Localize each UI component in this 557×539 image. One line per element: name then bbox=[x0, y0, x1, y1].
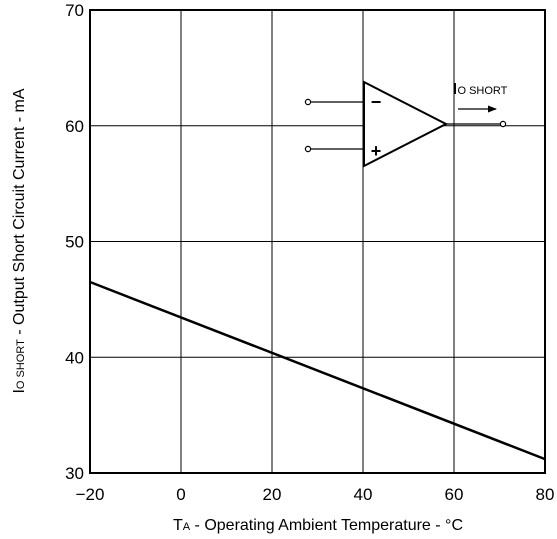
plus-sign: + bbox=[371, 141, 382, 161]
x-tick-label: 20 bbox=[263, 485, 282, 504]
x-tick-label: 60 bbox=[445, 485, 464, 504]
x-axis-title: TA - Operating Ambient Temperature - °C bbox=[173, 517, 463, 534]
y-tick-label: 30 bbox=[65, 464, 84, 483]
noninverting-input-terminal bbox=[304, 145, 312, 153]
y-tick-labels: 30 40 50 60 70 bbox=[65, 1, 84, 483]
x-tick-label: 80 bbox=[536, 485, 555, 504]
plot-frame bbox=[89, 9, 546, 474]
y-axis-title: IO SHORT - Output Short Circuit Current … bbox=[11, 88, 28, 393]
y-tick-label: 60 bbox=[65, 117, 84, 136]
series-line bbox=[89, 280, 546, 461]
x-tick-label: 40 bbox=[354, 485, 373, 504]
minus-sign: − bbox=[371, 92, 382, 112]
output-arrow-head bbox=[488, 105, 497, 113]
y-tick-label: 50 bbox=[65, 233, 84, 252]
y-tick-label: 70 bbox=[65, 1, 84, 20]
x-tick-label: 0 bbox=[176, 485, 185, 504]
output-terminal bbox=[499, 120, 507, 128]
y-tick-label: 40 bbox=[65, 348, 84, 367]
op-amp-diagram: − + IO SHORT bbox=[304, 80, 508, 168]
grid-lines bbox=[90, 10, 545, 473]
x-tick-labels: −20 0 20 40 60 80 bbox=[76, 485, 555, 504]
op-amp-triangle bbox=[363, 80, 449, 168]
output-current-label: IO SHORT bbox=[453, 81, 508, 98]
x-tick-label: −20 bbox=[76, 485, 105, 504]
series-group bbox=[89, 280, 546, 461]
inverting-input-terminal bbox=[304, 98, 312, 106]
